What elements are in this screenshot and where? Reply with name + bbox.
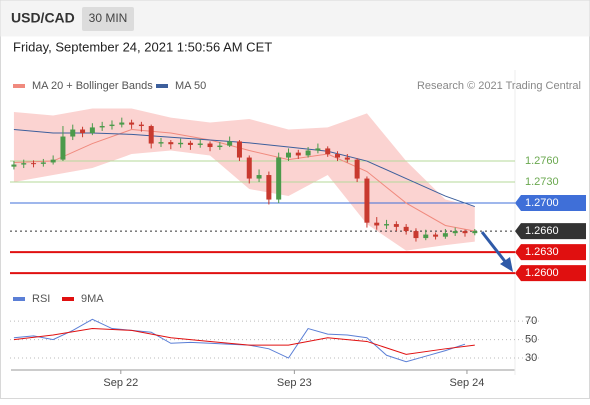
candle-body [236, 141, 242, 158]
candle-body [393, 224, 399, 227]
candle-body [148, 126, 154, 144]
level-label: 1.2660 [525, 225, 559, 237]
candle-body [207, 143, 213, 148]
interval[interactable]: 30 MIN [89, 11, 128, 25]
candle-body [89, 127, 95, 134]
candle-body [246, 157, 252, 179]
credit: Research © 2021 Trading Central [417, 80, 581, 92]
candle-body [325, 148, 331, 155]
candle-body [276, 157, 282, 200]
interval-badge[interactable] [82, 7, 134, 31]
legend-swatch [62, 297, 74, 301]
candle-body [403, 226, 409, 232]
candle-body [60, 136, 66, 160]
price-panel: MA 20 + Bollinger Bands MA 50 Research © 2… [10, 80, 586, 389]
candle-body [344, 157, 350, 160]
level-label: 1.2730 [525, 176, 559, 188]
candle-body [187, 142, 193, 145]
legend-swatch [13, 297, 25, 301]
candle-body [21, 163, 27, 165]
y-tick-label: 50 [525, 334, 537, 346]
candle-body [305, 150, 311, 156]
candle-body [119, 122, 125, 125]
candle-body [158, 142, 164, 144]
candle-body [423, 234, 429, 239]
candle-body [217, 145, 223, 148]
legend-swatch [13, 84, 25, 88]
level-label: 1.2700 [525, 197, 559, 209]
candle-body [442, 233, 448, 237]
candle-body [31, 163, 37, 165]
symbol: USD/CAD [11, 10, 75, 26]
candle-body [40, 162, 46, 164]
candle-body [354, 159, 360, 179]
candle-body [266, 175, 272, 200]
candle-body [197, 143, 203, 145]
rsi-line [13, 328, 475, 355]
x-tick-label: Sep 24 [450, 377, 485, 389]
datetime: Friday, September 24, 2021 1:50:56 AM CE… [13, 39, 272, 54]
y-tick-label: 70 [525, 315, 537, 327]
candle-body [11, 164, 17, 167]
x-tick-label: Sep 22 [103, 377, 138, 389]
bollinger-band [13, 108, 475, 251]
legend-label: 9MA [81, 293, 104, 305]
candle-body [168, 142, 174, 145]
candle-body [374, 222, 380, 226]
candle-body [99, 126, 105, 128]
candle-body [70, 129, 76, 137]
rsi-panel: RSI 9MA 70 50 30 [10, 293, 540, 364]
candle-body [129, 122, 135, 125]
candle-body [80, 129, 86, 134]
candle-body [295, 152, 301, 156]
level-tag [515, 244, 586, 261]
y-tick-label: 30 [525, 352, 537, 364]
candle-body [256, 175, 262, 179]
candle-body [462, 231, 468, 234]
legend-label: MA 50 [175, 80, 206, 92]
forecast-arrow [480, 231, 509, 265]
legend-label: RSI [32, 293, 50, 305]
level-label: 1.2630 [525, 246, 559, 258]
candle-body [413, 231, 419, 239]
candle-body [50, 159, 56, 163]
candle-body [384, 224, 390, 226]
candle-body [452, 231, 458, 234]
candle-body [109, 124, 115, 127]
forecast-arrow-head [500, 257, 513, 272]
candle-body [227, 141, 233, 146]
candle-body [138, 124, 144, 127]
candle-body [335, 154, 341, 158]
level-tag [515, 195, 586, 212]
candle-body [433, 234, 439, 237]
x-tick-label: Sep 23 [277, 377, 312, 389]
level-tag [515, 223, 586, 240]
candle-body [472, 231, 478, 234]
level-tag [515, 265, 586, 282]
level-label: 1.2600 [525, 267, 559, 279]
candle-body [285, 152, 291, 158]
level-label: 1.2760 [525, 155, 559, 167]
legend-swatch [156, 84, 168, 88]
candle-body [178, 142, 184, 145]
candle-body [315, 148, 321, 151]
legend-label: MA 20 + Bollinger Bands [32, 80, 153, 92]
ma-line [13, 129, 475, 232]
candle-body [364, 178, 370, 223]
